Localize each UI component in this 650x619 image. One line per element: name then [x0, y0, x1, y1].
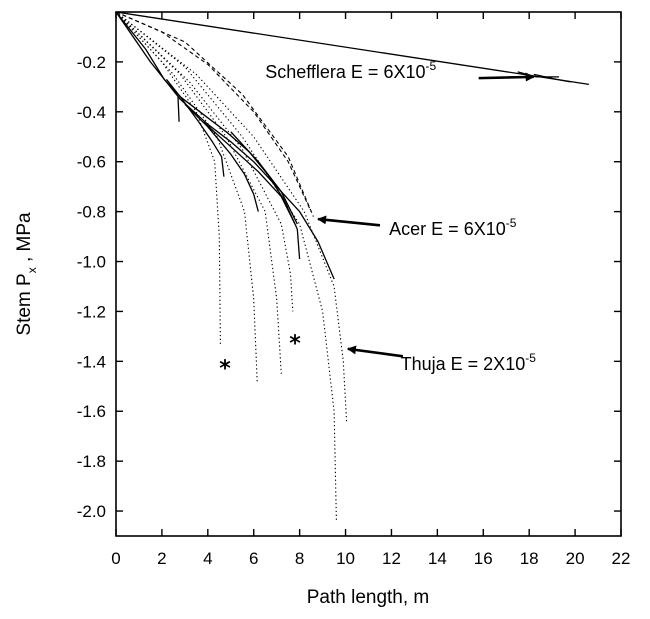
y-axis-ticks: -0.2 -0.4 -0.6 -0.8 -1.0 -1.2 -1.4 -1.6 -1.8 -2.0 [77, 53, 621, 521]
annotation-label-exponent: -5 [525, 351, 536, 365]
x-tick-label: 2 [157, 549, 166, 568]
asterisk-marker: * [289, 331, 301, 356]
annotation-arrow [317, 215, 381, 227]
annotation-label: Acer E = 6X10-5 [389, 216, 517, 239]
annotation-label-exponent: -5 [425, 59, 436, 73]
y-axis-title-sub: x [25, 267, 39, 273]
x-tick-label: 4 [203, 549, 212, 568]
y-tick-label: -0.2 [77, 53, 106, 72]
series-line-dashed [115, 11, 312, 212]
series-line-dotted [115, 11, 294, 312]
series-line-dotted [115, 11, 258, 382]
y-tick-label: -1.6 [77, 402, 106, 421]
series-line-dashed [115, 11, 314, 217]
series-line-dotted [115, 11, 337, 522]
annotation-label-exponent: -5 [506, 216, 517, 230]
x-axis-ticks: 0 2 4 6 8 10 12 14 16 18 20 22 [111, 12, 630, 568]
series-line-solid [115, 11, 589, 86]
x-tick-label: 10 [336, 549, 355, 568]
annotation-label-text: Thuja E = 2X10 [401, 354, 526, 374]
series-line-solid [202, 121, 296, 225]
annotation-label: Schefflera E = 6X10-5 [265, 59, 436, 82]
annotation-label: Thuja E = 2X10-5 [401, 351, 537, 374]
series-line-solid [230, 131, 298, 225]
y-axis-title-suffix: , MPa [14, 212, 35, 267]
y-tick-label: -1.8 [77, 452, 106, 471]
series-group [115, 11, 589, 522]
x-tick-label: 12 [382, 549, 401, 568]
y-tick-label: -1.4 [77, 352, 106, 371]
x-tick-label: 18 [520, 549, 539, 568]
y-tick-label: -0.6 [77, 153, 106, 172]
annotation-arrow [478, 72, 535, 82]
series-line-solid [533, 73, 571, 83]
y-tick-label: -2.0 [77, 502, 106, 521]
asterisk-marker: * [219, 356, 231, 381]
x-tick-label: 20 [566, 549, 585, 568]
x-tick-label: 14 [428, 549, 447, 568]
plot-frame [115, 11, 622, 537]
x-axis-title: Path length, m [307, 587, 430, 608]
x-tick-label: 6 [249, 549, 258, 568]
x-tick-label: 0 [111, 549, 120, 568]
x-tick-label: 16 [474, 549, 493, 568]
series-line-solid [517, 71, 559, 78]
series-line-solid [165, 78, 225, 177]
y-axis-title: Stem Px , MPa [14, 212, 39, 336]
series-line-solid [115, 11, 335, 280]
annotation-label-text: Acer E = 6X10 [389, 219, 506, 239]
series-line-dotted [115, 11, 348, 424]
x-tick-label: 8 [295, 549, 304, 568]
y-tick-label: -0.4 [77, 103, 106, 122]
series-line-dotted [115, 11, 221, 344]
series-line-dotted [115, 11, 282, 374]
x-tick-label: 22 [612, 549, 631, 568]
annotation-label-text: Schefflera E = 6X10 [265, 62, 425, 82]
y-axis-title-main: Stem P [14, 273, 35, 335]
annotation-arrow [346, 345, 404, 358]
y-tick-label: -1.0 [77, 253, 106, 272]
series-line-solid [177, 96, 180, 122]
y-tick-label: -0.8 [77, 203, 106, 222]
y-tick-label: -1.2 [77, 302, 106, 321]
